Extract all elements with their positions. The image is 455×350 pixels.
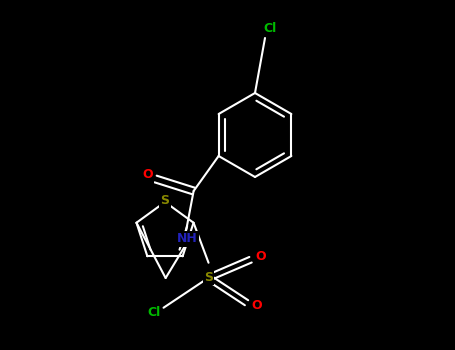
Text: NH: NH [177,232,198,245]
Text: Cl: Cl [263,21,277,35]
Text: O: O [251,299,262,312]
Text: S: S [204,271,213,284]
Text: Cl: Cl [147,306,160,319]
Text: O: O [142,168,153,182]
Text: S: S [161,194,170,206]
Text: O: O [255,250,266,263]
